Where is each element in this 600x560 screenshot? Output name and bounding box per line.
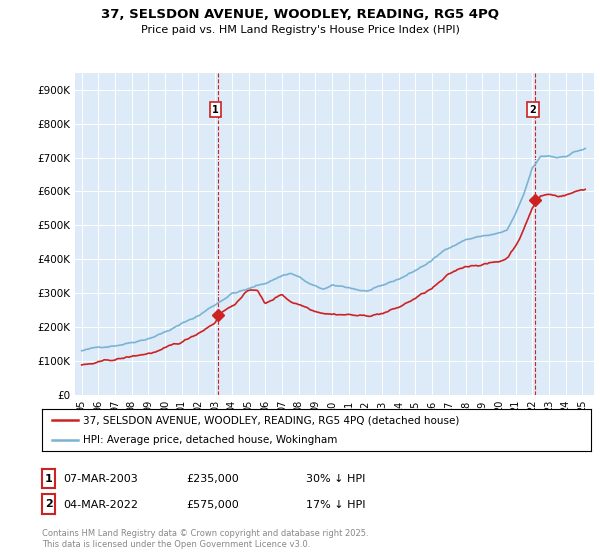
Text: 17% ↓ HPI: 17% ↓ HPI — [306, 500, 365, 510]
Text: 30% ↓ HPI: 30% ↓ HPI — [306, 474, 365, 484]
Text: 37, SELSDON AVENUE, WOODLEY, READING, RG5 4PQ: 37, SELSDON AVENUE, WOODLEY, READING, RG… — [101, 8, 499, 21]
Text: 37, SELSDON AVENUE, WOODLEY, READING, RG5 4PQ (detached house): 37, SELSDON AVENUE, WOODLEY, READING, RG… — [83, 415, 460, 425]
Text: Contains HM Land Registry data © Crown copyright and database right 2025.
This d: Contains HM Land Registry data © Crown c… — [42, 529, 368, 549]
Text: 1: 1 — [212, 105, 219, 115]
Text: 1: 1 — [45, 474, 52, 484]
Text: 04-MAR-2022: 04-MAR-2022 — [63, 500, 138, 510]
Text: 2: 2 — [45, 499, 52, 509]
Text: 2: 2 — [529, 105, 536, 115]
Text: 07-MAR-2003: 07-MAR-2003 — [63, 474, 138, 484]
Text: £575,000: £575,000 — [186, 500, 239, 510]
Text: HPI: Average price, detached house, Wokingham: HPI: Average price, detached house, Woki… — [83, 435, 338, 445]
Text: £235,000: £235,000 — [186, 474, 239, 484]
Text: Price paid vs. HM Land Registry's House Price Index (HPI): Price paid vs. HM Land Registry's House … — [140, 25, 460, 35]
